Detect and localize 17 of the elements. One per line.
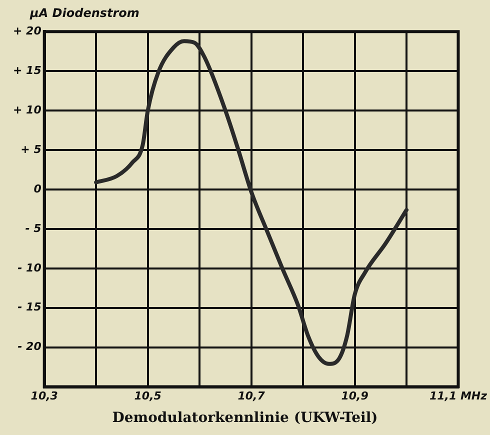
y-tick-label: + 5 xyxy=(20,142,42,156)
y-tick-label: - 15 xyxy=(18,300,42,314)
y-tick-label: 0 xyxy=(34,182,42,196)
x-tick-label: 10,3 xyxy=(30,389,58,402)
y-axis-title: µA Diodenstrom xyxy=(30,6,140,20)
x-tick-label: 11,1 MHz xyxy=(429,389,488,402)
x-tick-label: 10,5 xyxy=(134,389,162,402)
text: Demodulatorkennlinie (UKW-Teil) xyxy=(111,410,379,426)
y-tick-label: - 5 xyxy=(25,222,42,235)
line-series xyxy=(94,39,409,366)
y-tick-label: + 15 xyxy=(12,64,42,77)
x-tick-label: 10,9 xyxy=(341,389,369,402)
x-tick-label: 10,7 xyxy=(238,389,266,402)
y-tick-label: + 20 xyxy=(12,24,42,38)
y-tick-label: - 20 xyxy=(18,340,42,354)
y-tick-label: - 10 xyxy=(18,261,42,274)
y-tick-label: + 10 xyxy=(12,103,42,116)
